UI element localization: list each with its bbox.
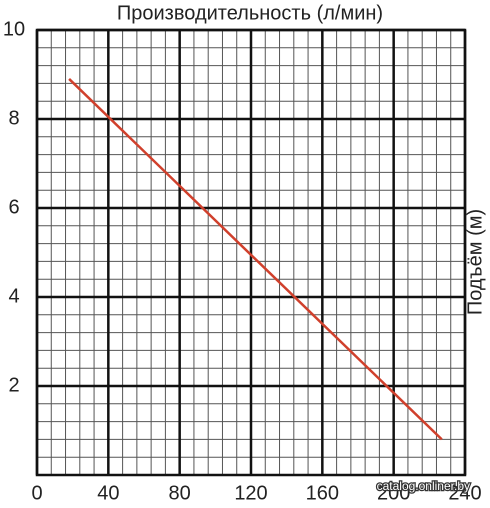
- x-tick-label: 240: [448, 482, 481, 504]
- y-tick-label: 10: [3, 18, 25, 40]
- x-tick-label: 0: [31, 482, 42, 504]
- y-tick-label: 4: [8, 285, 19, 307]
- y-tick-label: 6: [8, 196, 19, 218]
- y-tick-label: 8: [8, 107, 19, 129]
- x-tick-label: 80: [169, 482, 191, 504]
- y-tick-label: 2: [8, 374, 19, 396]
- y-axis-label: Подъём (м): [464, 209, 486, 315]
- x-tick-label: 40: [97, 482, 119, 504]
- plot-frame: [35, 28, 467, 477]
- x-tick-label: 160: [306, 482, 339, 504]
- data-line: [68, 78, 443, 441]
- chart-title: Производительность (л/мин): [117, 2, 383, 24]
- x-tick-label: 120: [234, 482, 267, 504]
- watermark: catalog.onliner.by: [377, 479, 470, 493]
- x-tick-label: 200: [377, 482, 410, 504]
